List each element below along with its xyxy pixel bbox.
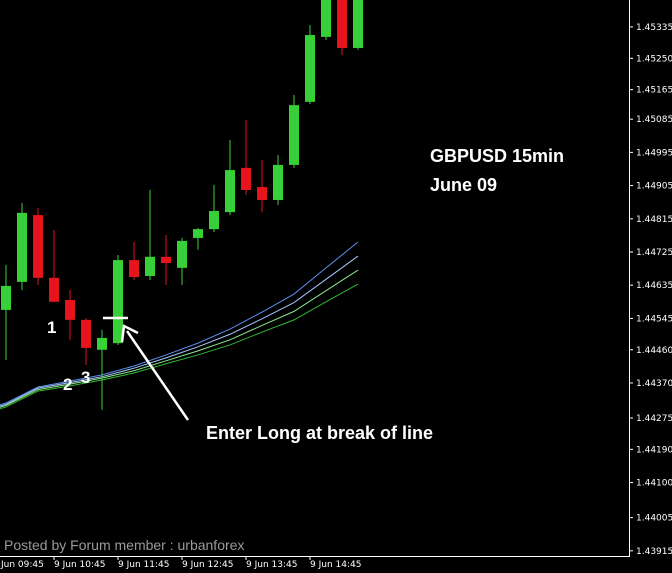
y-tick-label: 1.44100 <box>636 479 672 489</box>
y-tick-label: 1.44370 <box>636 379 672 389</box>
candle-body <box>129 260 139 278</box>
y-tick-label: 1.44190 <box>636 445 672 455</box>
candle-body <box>97 337 107 350</box>
candle-body <box>257 187 267 200</box>
annotation: 1 <box>47 318 56 337</box>
ma-line <box>0 241 359 406</box>
ma-line <box>0 269 359 408</box>
candle-body <box>193 229 203 238</box>
candle-body <box>273 164 283 200</box>
y-tick-label: 1.45250 <box>636 54 672 64</box>
annotation: 2 <box>63 375 72 394</box>
y-tick-label: 1.44460 <box>636 346 672 356</box>
plot-area <box>0 0 363 410</box>
y-tick-label: 1.44545 <box>636 314 672 324</box>
x-tick-label: 9 Jun 13:45 <box>246 560 297 570</box>
chart-subtitle: June 09 <box>430 175 497 195</box>
candle-body <box>161 256 171 264</box>
y-tick-label: 1.44005 <box>636 514 672 524</box>
candle-body <box>241 167 251 191</box>
x-tick-label: 9 Jun 10:45 <box>54 560 105 570</box>
candle-body <box>353 0 363 48</box>
annotation: 3 <box>81 368 90 387</box>
candle-body <box>289 105 299 165</box>
y-tick-label: 1.44905 <box>636 182 672 192</box>
candle-body <box>337 0 347 48</box>
x-tick-label: 9 Jun 11:45 <box>118 560 169 570</box>
candle-body <box>1 285 11 310</box>
annotation: Enter Long at break of line <box>206 423 433 443</box>
y-tick-label: 1.45165 <box>636 86 672 96</box>
ma-line <box>0 255 359 407</box>
y-tick-label: 1.44635 <box>636 281 672 291</box>
candle-body <box>177 240 187 268</box>
candle-body <box>81 319 91 348</box>
chart-title: GBPUSD 15min <box>430 146 564 166</box>
x-tick-label: Jun 09:45 <box>0 560 44 570</box>
candle-body <box>33 215 43 278</box>
candle-body <box>225 170 235 213</box>
x-tick-label: 9 Jun 14:45 <box>310 560 361 570</box>
arrow <box>120 324 190 421</box>
candle-body <box>65 299 75 320</box>
y-tick-label: 1.44815 <box>636 215 672 225</box>
candle-body <box>305 35 315 102</box>
y-tick-label: 1.45085 <box>636 115 672 125</box>
candle-body <box>17 212 27 282</box>
y-tick-label: 1.44725 <box>636 248 672 258</box>
candle-body <box>209 211 219 230</box>
credit: Posted by Forum member : urbanforex <box>4 537 244 553</box>
y-tick-label: 1.44275 <box>636 414 672 424</box>
y-tick-label: 1.43915 <box>636 547 672 557</box>
candle-body <box>145 256 155 276</box>
x-tick-label: 9 Jun 12:45 <box>182 560 233 570</box>
y-tick-label: 1.44995 <box>636 148 672 158</box>
candle-body <box>113 260 123 344</box>
ma-line <box>0 283 359 410</box>
candle-body <box>321 0 331 37</box>
candle-body <box>49 277 59 302</box>
y-tick-label: 1.45335 <box>636 23 672 33</box>
